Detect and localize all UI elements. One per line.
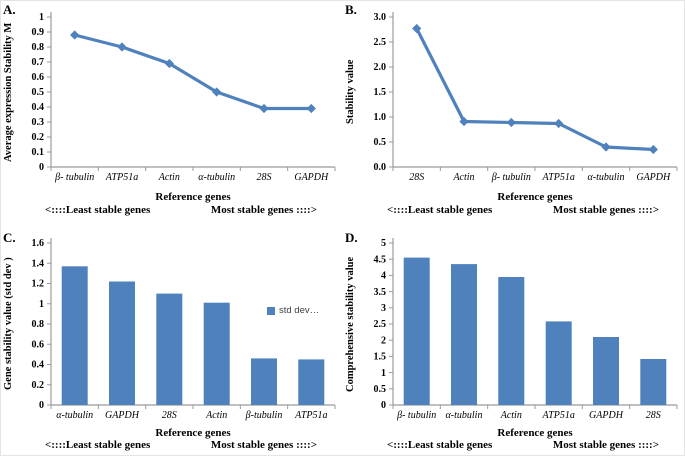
svg-text:1.0: 1.0	[374, 112, 387, 123]
panel-b: B. Stability value 0.0 0.5 1.0 1.5 2.0 2.5 3.0…	[343, 1, 684, 229]
panel-a: A. Average expression Stability M 0 0.1 0.…	[1, 1, 343, 229]
panel-a-stability-annotation: <::::Least stable genes Most stable gene…	[45, 204, 317, 216]
chart-svg: 0.0 0.5 1.0 1.5 2.0 2.5 3.0 28S Actin β- tubulin A…	[374, 12, 678, 183]
panel-c-x-axis-title: Reference genes	[155, 427, 231, 439]
svg-text:5: 5	[381, 238, 386, 249]
panel-b-stability-annotation: <::::Least stable genes Most stable gene…	[387, 204, 659, 216]
svg-text:2.5: 2.5	[374, 319, 387, 330]
chart-svg: 0 0.5 1 1.5 2 2.5 3 3.5 4 4.5 5 β- tubulin α-tubulin…	[374, 238, 678, 421]
panel-c-least-stable-label: <::::Least stable genes	[45, 439, 151, 451]
svg-text:28S: 28S	[257, 172, 272, 183]
svg-text:3.0: 3.0	[374, 12, 387, 23]
svg-text:28S: 28S	[162, 410, 177, 421]
svg-text:0.6: 0.6	[32, 339, 45, 350]
panel-b-least-stable-label: <::::Least stable genes	[387, 204, 493, 216]
svg-text:0: 0	[39, 400, 44, 411]
panel-c-label: C.	[3, 230, 16, 245]
svg-text:4.5: 4.5	[374, 254, 387, 265]
svg-text:0.2: 0.2	[32, 132, 45, 143]
svg-text:2.5: 2.5	[374, 37, 387, 48]
svg-text:0.4: 0.4	[32, 102, 45, 113]
svg-text:ATP51a: ATP51a	[294, 410, 327, 421]
svg-text:0.0: 0.0	[374, 162, 387, 173]
svg-text:1.5: 1.5	[374, 352, 387, 363]
svg-text:0.6: 0.6	[32, 72, 45, 83]
svg-text:0.2: 0.2	[32, 380, 45, 391]
svg-text:1.4: 1.4	[32, 258, 45, 269]
panel-a-label: A.	[3, 2, 16, 17]
svg-text:0: 0	[381, 400, 386, 411]
svg-text:GAPDH: GAPDH	[294, 172, 329, 183]
svg-text:α-tubulin: α-tubulin	[446, 410, 483, 421]
svg-text:28S: 28S	[646, 410, 661, 421]
panel-c-most-stable-label: Most stable genes ::::>	[210, 439, 317, 451]
svg-text:4: 4	[381, 271, 386, 282]
svg-text:Actin: Actin	[500, 410, 522, 421]
svg-text:1: 1	[39, 299, 44, 310]
svg-text:Actin: Actin	[452, 172, 474, 183]
panel-d-label: D.	[345, 230, 358, 245]
panel-b-label: B.	[345, 2, 357, 17]
svg-text:0.7: 0.7	[32, 57, 45, 68]
panel-a-x-axis-title: Reference genes	[155, 191, 231, 203]
svg-text:1.2: 1.2	[32, 279, 45, 290]
legend-label: std dev…	[279, 305, 320, 316]
panel-b-x-axis-title: Reference genes	[497, 191, 573, 203]
svg-text:0: 0	[39, 162, 44, 173]
panel-d-least-stable-label: <::::Least stable genes	[387, 439, 493, 451]
svg-text:0.8: 0.8	[32, 319, 45, 330]
svg-text:β- tubulin: β- tubulin	[491, 172, 531, 183]
svg-text:0.5: 0.5	[374, 137, 387, 148]
svg-text:ATP51a: ATP51a	[541, 410, 574, 421]
panel-d-stability-annotation: <::::Least stable genes Most stable gene…	[387, 439, 659, 451]
svg-text:α-tubulin: α-tubulin	[198, 172, 235, 183]
panel-d-most-stable-label: Most stable genes ::::>	[552, 439, 659, 451]
panel-a-plot-area: 0 0.1 0.2 0.3 0.4 0.5 0.6 0.7 0.8 0.9 1 β- tubulin A…	[1, 1, 343, 229]
panel-a-least-stable-label: <::::Least stable genes	[45, 204, 151, 216]
legend-swatch-icon	[267, 306, 275, 315]
svg-text:1.5: 1.5	[374, 87, 387, 98]
svg-text:GAPDH: GAPDH	[589, 410, 624, 421]
svg-text:0.5: 0.5	[374, 384, 387, 395]
panel-c-legend: std dev…	[267, 305, 319, 316]
svg-text:Actin: Actin	[158, 172, 180, 183]
svg-text:0.5: 0.5	[32, 87, 45, 98]
chart-svg: 0 0.2 0.4 0.6 0.8 1 1.2 1.4 1.6 α-tubulin GAPDH 28S…	[32, 238, 336, 421]
svg-text:3.5: 3.5	[374, 287, 387, 298]
svg-text:ATP51a: ATP51a	[541, 172, 574, 183]
panel-d-plot-area: 0 0.5 1 1.5 2 2.5 3 3.5 4 4.5 5 β- tubulin α-tubulin…	[343, 229, 684, 455]
svg-text:1.6: 1.6	[32, 238, 45, 249]
svg-text:0.8: 0.8	[32, 42, 45, 53]
panel-a-most-stable-label: Most stable genes ::::>	[210, 204, 317, 216]
svg-text:1: 1	[381, 368, 386, 379]
panel-c: C. Gene stability value (std dev ) 0 0.2 0…	[1, 229, 343, 455]
svg-text:GAPDH: GAPDH	[636, 172, 671, 183]
svg-text:2.0: 2.0	[374, 62, 387, 73]
svg-text:ATP51a: ATP51a	[105, 172, 138, 183]
chart-svg: 0 0.1 0.2 0.3 0.4 0.5 0.6 0.7 0.8 0.9 1 β- tubulin A…	[32, 12, 336, 183]
svg-text:1: 1	[39, 12, 44, 23]
svg-text:β- tubulin: β- tubulin	[54, 172, 94, 183]
svg-text:0.1: 0.1	[32, 147, 45, 158]
panel-c-stability-annotation: <::::Least stable genes Most stable gene…	[45, 439, 317, 451]
panel-b-most-stable-label: Most stable genes ::::>	[552, 204, 659, 216]
svg-text:Actin: Actin	[205, 410, 227, 421]
panel-c-plot-area: 0 0.2 0.4 0.6 0.8 1 1.2 1.4 1.6 α-tubulin GAPDH 28S…	[1, 229, 343, 455]
svg-text:0.9: 0.9	[32, 27, 45, 38]
svg-text:β-tubulin: β-tubulin	[245, 410, 283, 421]
svg-text:28S: 28S	[409, 172, 424, 183]
svg-text:α-tubulin: α-tubulin	[588, 172, 625, 183]
panel-b-plot-area: 0.0 0.5 1.0 1.5 2.0 2.5 3.0 28S Actin β- tubulin A…	[343, 1, 684, 229]
panel-d: D. Comprehensive stability value 0 0.5 1 1.…	[343, 229, 684, 455]
svg-text:3: 3	[381, 303, 386, 314]
svg-text:GAPDH: GAPDH	[105, 410, 140, 421]
svg-text:2: 2	[381, 335, 386, 346]
svg-text:0.3: 0.3	[32, 117, 45, 128]
panel-d-x-axis-title: Reference genes	[497, 427, 573, 439]
svg-text:β- tubulin: β- tubulin	[396, 410, 436, 421]
svg-text:0.4: 0.4	[32, 360, 45, 371]
svg-text:α-tubulin: α-tubulin	[56, 410, 93, 421]
